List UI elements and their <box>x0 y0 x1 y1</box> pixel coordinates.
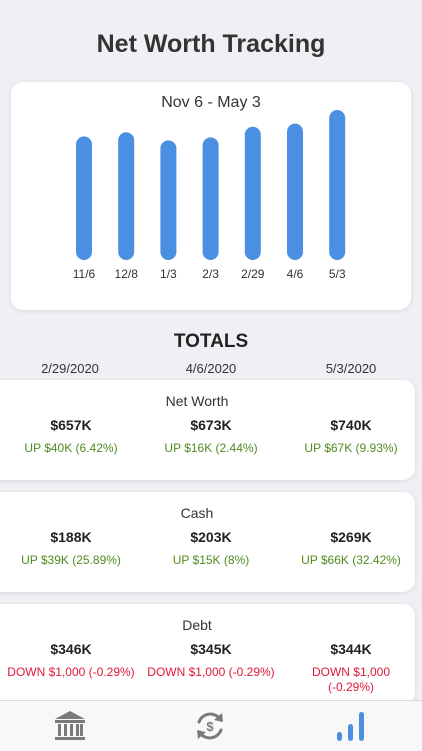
svg-text:$: $ <box>206 719 214 734</box>
totals-heading: TOTALS <box>173 331 249 352</box>
amount: $269K <box>330 529 372 545</box>
chart-tick-label: 2/3 <box>202 267 219 281</box>
change-line-2: (-0.29%) <box>327 680 374 694</box>
chart-bar-1/3 <box>160 140 177 260</box>
chart-tick-label: 5/3 <box>329 267 346 281</box>
bar-chart: 11/6 12/8 1/3 2/3 2/29 4/6 5/3 <box>73 110 346 281</box>
card-title: Cash <box>180 505 214 521</box>
chart-bar-11/6 <box>76 136 92 260</box>
amount: $345K <box>190 641 232 657</box>
date-column-2: 4/6/2020 <box>185 361 237 376</box>
amount: $188K <box>50 529 92 545</box>
chart-bar-12/8 <box>118 132 135 260</box>
change: UP $15K (8%) <box>172 553 250 567</box>
bank-icon <box>55 711 85 740</box>
change: DOWN $1,000 (-0.29%) <box>281 665 421 695</box>
debt-cell-3: $344K DOWN $1,000 (-0.29%) <box>281 641 421 695</box>
amount: $344K <box>330 641 372 657</box>
amount: $673K <box>190 417 232 433</box>
tab-trends[interactable] <box>334 709 368 743</box>
refresh-dollar-icon: $ <box>197 712 223 740</box>
amount: $346K <box>50 641 92 657</box>
change: UP $40K (6.42%) <box>24 441 118 455</box>
debt-cell-1: $346K DOWN $1,000 (-0.29%) <box>1 641 141 680</box>
amount: $657K <box>50 417 92 433</box>
amount: $203K <box>190 529 232 545</box>
net-worth-card[interactable]: Net Worth $657K UP $40K (6.42%) $673K UP… <box>0 380 415 480</box>
change: UP $66K (32.42%) <box>301 553 401 567</box>
chart-tick-label: 4/6 <box>287 267 304 281</box>
net-worth-cell-2: $673K UP $16K (2.44%) <box>141 417 281 456</box>
debt-cell-2: $345K DOWN $1,000 (-0.29%) <box>141 641 281 680</box>
tab-accounts[interactable] <box>53 709 87 743</box>
cash-cell-1: $188K UP $39K (25.89%) <box>1 529 141 568</box>
cash-card[interactable]: Cash $188K UP $39K (25.89%) $203K UP $15… <box>0 492 415 592</box>
net-worth-cell-3: $740K UP $67K (9.93%) <box>281 417 421 456</box>
chart-tick-label: 1/3 <box>160 267 177 281</box>
amount: $740K <box>330 417 372 433</box>
tab-transactions[interactable]: $ <box>193 709 227 743</box>
card-title: Net Worth <box>165 393 229 409</box>
chart-tick-label: 12/8 <box>115 267 139 281</box>
card-title: Debt <box>182 617 212 633</box>
change: UP $67K (9.93%) <box>304 441 398 455</box>
chart-bar-5/3 <box>329 110 346 260</box>
bar-chart-icon <box>337 712 364 741</box>
chart-tick-label: 11/6 <box>73 267 96 281</box>
tab-bar: $ <box>0 700 422 751</box>
chart-date-range: Nov 6 - May 3 <box>161 94 261 111</box>
change: DOWN $1,000 (-0.29%) <box>7 665 135 679</box>
change: DOWN $1,000 (-0.29%) <box>147 665 275 679</box>
date-column-1: 2/29/2020 <box>41 361 99 376</box>
change: UP $16K (2.44%) <box>164 441 258 455</box>
cash-cell-2: $203K UP $15K (8%) <box>141 529 281 568</box>
cash-cell-3: $269K UP $66K (32.42%) <box>281 529 421 568</box>
page-title: Net Worth Tracking <box>96 30 326 58</box>
change-line-1: DOWN $1,000 <box>311 665 391 679</box>
chart-bar-2/3 <box>202 137 219 260</box>
date-column-3: 5/3/2020 <box>325 361 377 376</box>
debt-card[interactable]: Debt $346K DOWN $1,000 (-0.29%) $345K DO… <box>0 604 415 704</box>
change: UP $39K (25.89%) <box>21 553 121 567</box>
net-worth-cell-1: $657K UP $40K (6.42%) <box>1 417 141 456</box>
net-worth-chart-card: 11/6 12/8 1/3 2/3 2/29 4/6 5/3 Nov 6 - May 3 <box>11 82 411 310</box>
chart-tick-label: 2/29 <box>241 267 265 281</box>
chart-bar-2/29 <box>244 126 261 260</box>
chart-bar-4/6 <box>287 123 303 260</box>
